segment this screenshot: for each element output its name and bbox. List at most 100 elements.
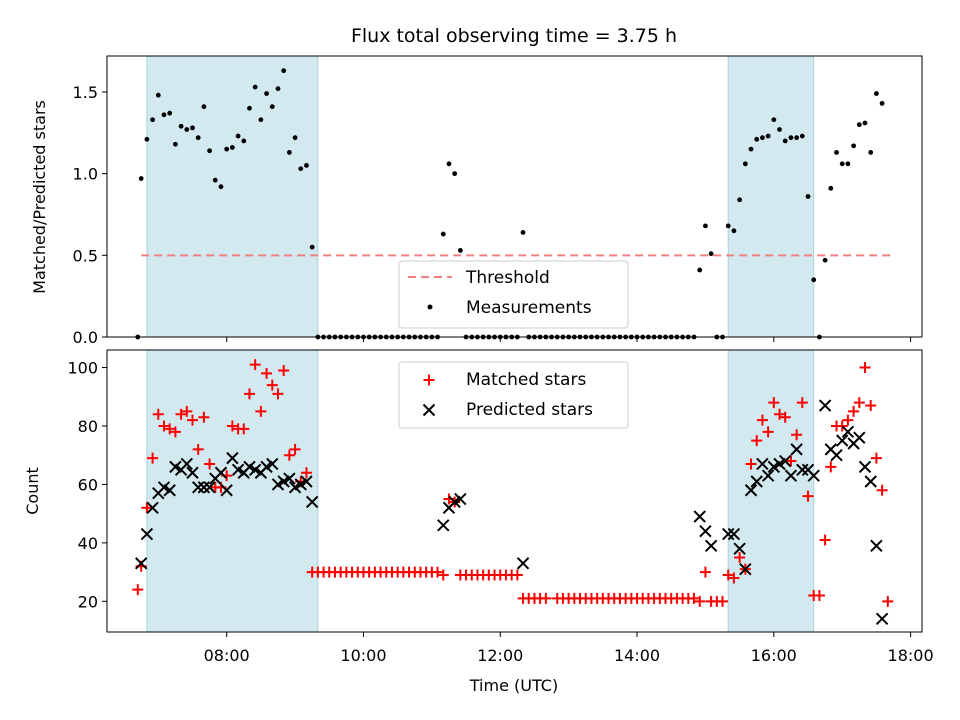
bottom-y-tick-label: 20	[78, 592, 98, 611]
matched-star-point	[865, 400, 877, 412]
measurement-point	[862, 120, 868, 126]
measurement-point	[440, 231, 446, 237]
legend-measurements-label: Measurements	[466, 298, 592, 318]
predicted-star-point	[437, 519, 450, 532]
measurement-point	[207, 148, 212, 154]
predicted-star-point	[300, 475, 313, 488]
matched-star-point	[249, 359, 261, 371]
measurement-point	[520, 230, 526, 235]
x-tick-label: 10:00	[340, 646, 386, 665]
x-tick-label: 12:00	[477, 646, 523, 665]
top-y-tick-label: 1.5	[73, 83, 98, 102]
measurement-point	[269, 104, 275, 110]
matched-star-point	[774, 408, 786, 420]
matched-star-point	[226, 420, 238, 432]
matched-star-point	[147, 452, 159, 464]
top-y-tick-label: 1.0	[73, 165, 98, 184]
bottom-shaded-span	[146, 349, 319, 633]
predicted-star-point	[203, 481, 216, 494]
measurement-point	[794, 135, 800, 141]
measurement-point	[292, 135, 298, 141]
measurement-point	[834, 149, 839, 155]
predicted-star-point	[163, 484, 176, 497]
matched-star-point	[432, 566, 444, 578]
predicted-star-point	[739, 562, 752, 576]
matched-star-point	[255, 405, 267, 417]
measurement-point	[725, 223, 731, 229]
matched-star-point	[272, 388, 284, 400]
matched-star-point	[181, 405, 193, 417]
measurement-point	[155, 92, 161, 98]
predicted-star-point	[779, 454, 792, 468]
predicted-star-point	[790, 443, 803, 456]
measurement-point	[708, 251, 714, 257]
predicted-stars-points	[134, 399, 889, 626]
measurement-point	[760, 135, 765, 141]
predicted-star-point	[266, 457, 279, 471]
top-axes-frame	[106, 55, 923, 338]
predicted-star-point	[784, 469, 798, 482]
measurement-point	[703, 223, 708, 229]
predicted-star-point	[197, 481, 211, 494]
legend-plus-marker	[423, 374, 435, 386]
measurement-point	[224, 146, 230, 152]
measurement-point	[218, 184, 224, 190]
matched-star-point	[278, 364, 290, 376]
measurement-point	[138, 176, 144, 181]
legend-measurement-swatch	[427, 304, 433, 310]
legend-x-marker	[422, 403, 436, 417]
matched-star-point	[289, 443, 301, 455]
matched-star-point	[186, 414, 198, 426]
measurement-point	[167, 110, 173, 116]
top-y-tick-label: 0.5	[73, 246, 98, 265]
predicted-star-point	[750, 475, 763, 488]
measurement-point	[799, 133, 805, 139]
matched-star-point	[813, 589, 825, 601]
matched-star-point	[779, 411, 791, 423]
measurement-point	[275, 86, 281, 92]
bottom-y-tick-label: 80	[78, 417, 98, 436]
matched-star-point	[717, 595, 729, 607]
measurement-point	[457, 248, 463, 253]
bottom-panel: 20 40 60 80 100 08:00 10:00 12:00 14:00 16:00 18:0…	[23, 349, 934, 695]
predicted-star-point	[699, 524, 712, 538]
predicted-star-point	[454, 492, 467, 506]
measurement-point	[828, 185, 834, 191]
matched-star-point	[152, 408, 164, 420]
bottom-axes-frame	[106, 349, 923, 633]
matched-star-point	[699, 566, 711, 578]
predicted-star-point	[761, 469, 775, 482]
measurement-point	[150, 117, 155, 123]
bottom-legend-box	[398, 361, 629, 429]
measurement-point	[229, 145, 235, 150]
matched-star-point	[768, 397, 780, 409]
measurement-point	[172, 141, 178, 147]
measurement-point	[788, 135, 794, 141]
matched-star-point	[132, 584, 144, 596]
matched-star-point	[870, 452, 882, 464]
matched-star-point	[882, 595, 894, 607]
matched-star-point	[791, 429, 803, 441]
measurement-point	[195, 135, 201, 141]
x-axis-label: Time (UTC)	[469, 676, 558, 695]
matched-star-point	[745, 458, 757, 470]
matched-star-point	[751, 435, 763, 447]
measurement-point	[754, 136, 760, 142]
measurement-point	[845, 161, 851, 167]
top-axis-ticks: 0.0 0.5 1.0 1.5	[73, 83, 912, 347]
measurement-point	[697, 267, 703, 273]
predicted-star-point	[875, 612, 889, 626]
top-y-tick-label: 0.0	[73, 328, 98, 347]
predicted-star-point	[146, 501, 159, 515]
measurement-point	[212, 177, 218, 183]
measurement-point	[452, 171, 458, 177]
measurement-point	[241, 138, 247, 144]
measurement-point	[737, 197, 743, 203]
measurement-point	[298, 166, 304, 172]
matched-star-point	[762, 426, 774, 438]
measurement-point	[258, 117, 264, 123]
predicted-star-point	[180, 457, 193, 471]
matched-stars-points	[132, 359, 894, 607]
matched-star-point	[802, 490, 814, 502]
matched-star-point	[175, 408, 187, 420]
